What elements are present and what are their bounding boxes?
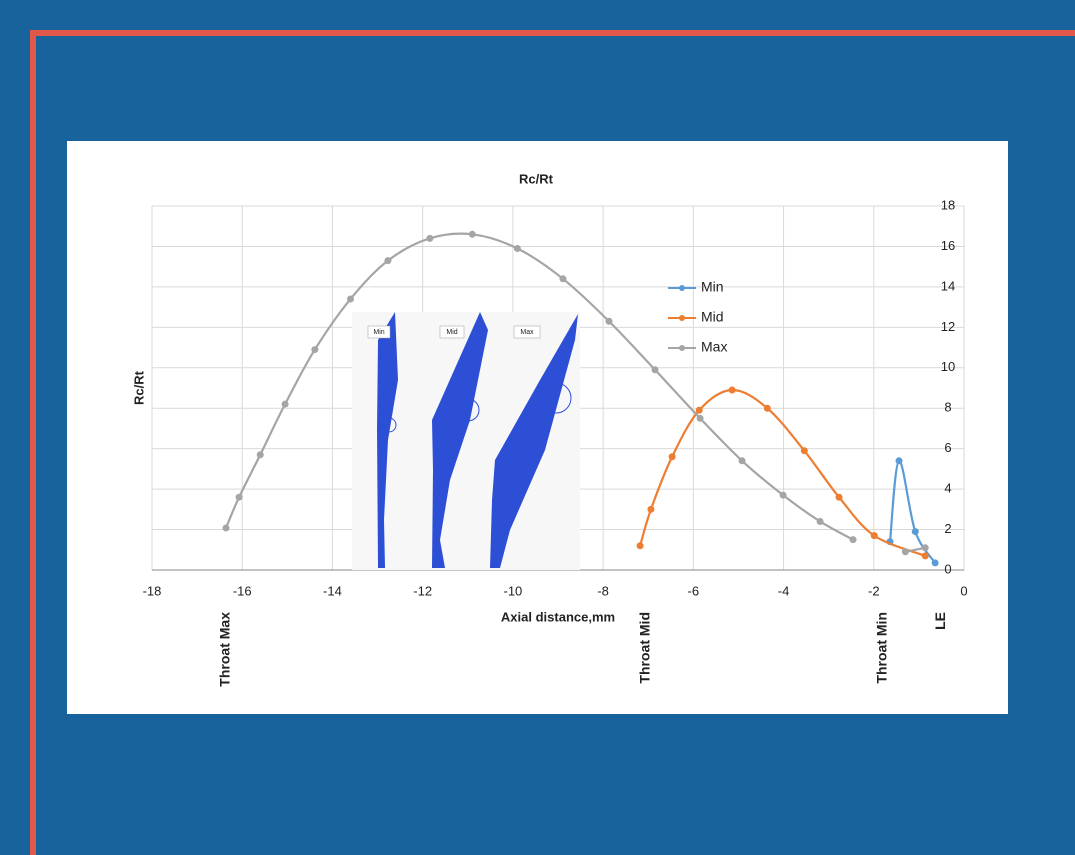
y-tick-label: 4 bbox=[944, 481, 951, 496]
y-tick-label: 12 bbox=[941, 319, 955, 334]
chart-title: Rc/Rt bbox=[519, 171, 554, 186]
data-point bbox=[728, 386, 736, 394]
y-tick-label: 14 bbox=[941, 278, 955, 293]
x-tick-label: -6 bbox=[688, 583, 700, 598]
data-point bbox=[647, 505, 655, 513]
data-point bbox=[849, 536, 857, 544]
inset-label-box bbox=[367, 325, 391, 339]
data-point bbox=[651, 366, 659, 374]
x-tick-label: -4 bbox=[778, 583, 790, 598]
blade-mid bbox=[432, 312, 488, 568]
x-tick-label: 0 bbox=[960, 583, 967, 598]
y-tick-label: 0 bbox=[944, 561, 951, 576]
data-point bbox=[222, 524, 230, 532]
blade-min bbox=[377, 312, 398, 568]
data-point bbox=[921, 552, 929, 560]
x-tick-label: -2 bbox=[868, 583, 880, 598]
data-point bbox=[235, 493, 243, 501]
data-point bbox=[911, 528, 919, 536]
data-point bbox=[281, 400, 289, 408]
annotation: Throat Min bbox=[874, 612, 890, 684]
inset-label: Min bbox=[373, 329, 384, 336]
y-tick-label: 2 bbox=[944, 521, 951, 536]
data-point bbox=[426, 234, 434, 242]
data-point bbox=[311, 346, 319, 354]
x-tick-label: -16 bbox=[233, 583, 252, 598]
annotation: LE bbox=[932, 612, 948, 630]
data-point bbox=[346, 295, 354, 303]
data-point bbox=[256, 451, 264, 459]
x-tick-label: -18 bbox=[143, 583, 162, 598]
legend-label: Mid bbox=[701, 309, 724, 325]
annotation: Throat Max bbox=[217, 612, 233, 687]
x-axis-label: Axial distance,mm bbox=[501, 609, 615, 624]
x-tick-label: -8 bbox=[597, 583, 609, 598]
inset-circle bbox=[456, 398, 480, 422]
inset-circle bbox=[540, 382, 572, 414]
legend-marker bbox=[679, 315, 685, 321]
inset-label-box bbox=[439, 325, 465, 339]
data-point bbox=[559, 275, 567, 283]
x-tick-label: -14 bbox=[323, 583, 342, 598]
series-line bbox=[639, 388, 926, 557]
legend-label: Min bbox=[701, 279, 724, 295]
data-point bbox=[816, 517, 824, 525]
data-point bbox=[870, 532, 878, 540]
data-point bbox=[901, 548, 909, 556]
data-point bbox=[931, 559, 939, 567]
data-point bbox=[636, 542, 644, 550]
data-point bbox=[763, 404, 771, 412]
inset-image: Min Mid Max bbox=[352, 312, 580, 570]
inset-label: Max bbox=[520, 329, 534, 336]
data-point bbox=[895, 457, 903, 465]
data-point bbox=[921, 544, 929, 552]
data-point bbox=[513, 244, 521, 252]
data-point bbox=[605, 317, 613, 325]
data-point bbox=[696, 414, 704, 422]
annotation: Throat Mid bbox=[637, 612, 653, 684]
data-point bbox=[738, 457, 746, 465]
legend-marker bbox=[679, 345, 685, 351]
inset-label: Mid bbox=[446, 329, 457, 336]
x-tick-label: -12 bbox=[413, 583, 432, 598]
data-point bbox=[800, 447, 808, 455]
y-tick-label: 18 bbox=[941, 197, 955, 212]
inset-circle bbox=[381, 417, 397, 433]
legend-marker bbox=[679, 285, 685, 291]
data-point bbox=[695, 406, 703, 414]
data-point bbox=[779, 491, 787, 499]
blade-max bbox=[490, 314, 578, 568]
y-tick-label: 8 bbox=[944, 400, 951, 415]
data-point bbox=[384, 257, 392, 265]
frame bbox=[30, 30, 1075, 855]
y-tick-label: 10 bbox=[941, 359, 955, 374]
y-axis-label: Rc/Rt bbox=[131, 370, 146, 405]
legend-label: Max bbox=[701, 339, 727, 355]
x-tick-label: -10 bbox=[503, 583, 522, 598]
y-tick-label: 16 bbox=[941, 238, 955, 253]
inset-label-box bbox=[513, 325, 541, 339]
y-tick-label: 6 bbox=[944, 440, 951, 455]
data-point bbox=[668, 453, 676, 461]
data-point bbox=[835, 493, 843, 501]
data-point bbox=[468, 230, 476, 238]
